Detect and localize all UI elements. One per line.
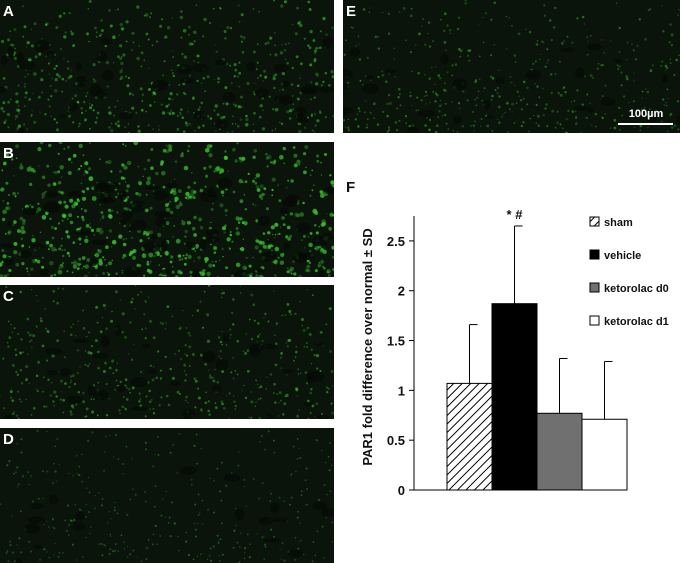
legend-swatch-sham xyxy=(589,216,600,227)
bar-sham xyxy=(446,382,493,491)
legend-label-ketorolac-d0: ketorolac d0 xyxy=(604,283,669,295)
bar-chart: F PAR1 fold difference over normal ± SD … xyxy=(346,179,669,498)
y-tick-label: 0 xyxy=(398,483,405,498)
panel-label-c: C xyxy=(3,288,14,305)
legend-label-ketorolac-d1: ketorolac d1 xyxy=(604,316,669,328)
panel-label-b: B xyxy=(3,145,14,162)
micrograph-panel-e: E 100µm xyxy=(343,0,680,133)
micrograph-panel-b: B xyxy=(0,142,334,277)
y-axis-label: PAR1 fold difference over normal ± SD xyxy=(360,228,375,465)
panel-label-f: F xyxy=(346,179,355,196)
micrograph-b-image xyxy=(0,142,334,277)
y-tick-label: 2 xyxy=(398,284,405,299)
panel-label-d: D xyxy=(3,431,14,448)
micrograph-e-image xyxy=(343,0,680,133)
micrograph-a-image xyxy=(0,0,334,133)
micrograph-c-image xyxy=(0,285,334,419)
y-tick-label: 1.5 xyxy=(387,334,405,349)
significance-annotation: * # xyxy=(507,207,524,222)
y-tick-label: 0.5 xyxy=(387,433,405,448)
micrograph-panel-c: C xyxy=(0,285,334,419)
legend-swatch-ketorolac-d1 xyxy=(589,315,600,326)
scale-bar-label: 100µm xyxy=(628,108,664,120)
y-tick-label: 2.5 xyxy=(387,234,405,249)
bar-ketorolac-d0 xyxy=(536,412,583,491)
micrograph-panel-d: D xyxy=(0,428,334,563)
bar-ketorolac-d1 xyxy=(581,418,628,491)
micrograph-panel-a: A xyxy=(0,0,334,133)
bar-vehicle xyxy=(491,303,538,491)
legend-label-sham: sham xyxy=(604,217,633,229)
panel-label-e: E xyxy=(346,3,357,20)
y-tick-label: 1 xyxy=(398,383,405,398)
legend-swatch-ketorolac-d0 xyxy=(589,282,600,293)
panel-label-a: A xyxy=(3,3,14,20)
legend-swatch-vehicle xyxy=(589,249,600,260)
legend-label-vehicle: vehicle xyxy=(604,250,641,262)
micrograph-d-image xyxy=(0,428,334,563)
